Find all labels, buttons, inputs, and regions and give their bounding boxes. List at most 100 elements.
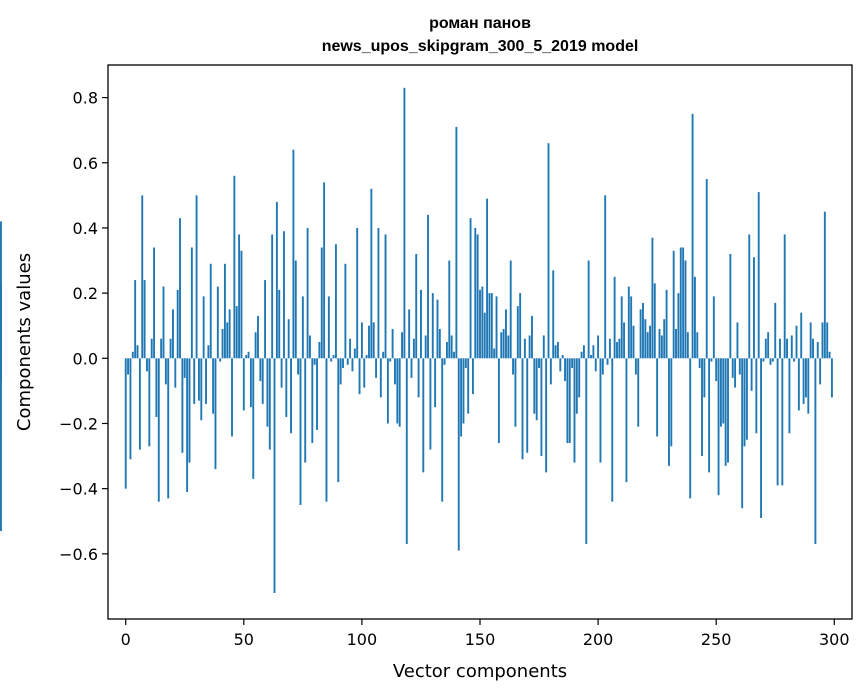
bar (755, 358, 758, 434)
bar (663, 319, 666, 359)
bar (613, 276, 616, 359)
bar (764, 338, 767, 359)
bar (429, 358, 432, 450)
bar (195, 195, 198, 359)
bar (637, 358, 640, 427)
bar (557, 342, 559, 359)
bar (741, 358, 744, 509)
x-tick-label: 50 (234, 630, 254, 649)
bar (325, 358, 328, 502)
bar (424, 335, 427, 359)
bar (450, 335, 453, 359)
y-tick-label: −0.2 (59, 414, 98, 433)
bar (542, 335, 545, 359)
bar (136, 345, 139, 359)
bar (143, 280, 146, 359)
bar (665, 289, 668, 359)
bar (828, 351, 831, 359)
bar (370, 188, 373, 359)
bar (205, 358, 207, 404)
bar (351, 358, 354, 372)
bar (368, 325, 370, 359)
bar (242, 358, 245, 411)
bar (297, 358, 300, 375)
bar (698, 358, 701, 369)
bar (252, 358, 255, 479)
bar (795, 325, 798, 359)
bar (186, 358, 189, 492)
bar (197, 358, 200, 401)
bar (679, 247, 682, 359)
bar (578, 358, 581, 398)
bar (528, 335, 531, 359)
bar (179, 218, 181, 359)
bar (153, 247, 155, 359)
bar (554, 345, 557, 359)
bar (592, 345, 595, 359)
bar (318, 342, 321, 359)
bar (656, 358, 659, 437)
bar (358, 358, 361, 395)
bar (306, 227, 309, 359)
y-tick-label: 0.8 (73, 89, 98, 108)
bar (254, 332, 257, 359)
bar (193, 358, 196, 404)
bar (668, 358, 670, 466)
bar (599, 358, 602, 463)
chart-title: роман панов (429, 15, 531, 32)
bar (299, 358, 302, 505)
bar (488, 293, 491, 359)
bar (736, 322, 739, 359)
bar (649, 325, 651, 359)
bar (760, 358, 763, 518)
bar (134, 280, 137, 359)
bar (481, 286, 484, 359)
bar (360, 322, 363, 359)
x-axis-label: Vector components (393, 661, 567, 682)
bar (356, 227, 359, 359)
bar (283, 231, 285, 359)
bar (462, 358, 465, 424)
bar (601, 358, 604, 375)
bar (375, 358, 378, 378)
bar (526, 358, 529, 453)
bar (608, 338, 611, 359)
bar (391, 328, 394, 359)
bar (490, 293, 493, 359)
bar (502, 328, 505, 359)
bar (216, 286, 219, 359)
bar (531, 315, 533, 359)
bar (398, 358, 401, 427)
bar (812, 338, 814, 359)
bar (712, 296, 715, 359)
bar (693, 276, 696, 359)
bar (701, 358, 703, 457)
bar (221, 328, 224, 359)
bar (172, 309, 174, 359)
bar (327, 296, 330, 359)
bar (264, 280, 267, 359)
bar (183, 358, 186, 378)
bar (420, 289, 422, 359)
bar (738, 358, 741, 375)
bar (734, 358, 737, 388)
bar (160, 338, 163, 359)
bar (455, 126, 458, 359)
bar (427, 214, 429, 359)
bar (686, 332, 689, 359)
bar (632, 325, 635, 359)
x-tick-label: 300 (819, 630, 850, 649)
bar (540, 358, 543, 457)
bar (275, 201, 278, 359)
bar (500, 332, 503, 359)
bar (771, 358, 774, 362)
bar (745, 358, 748, 440)
bar (710, 358, 713, 362)
bar (830, 358, 833, 398)
x-tick-label: 0 (121, 630, 131, 649)
x-tick-label: 200 (583, 630, 614, 649)
bar (630, 296, 633, 359)
bar (167, 358, 170, 499)
bar (802, 358, 805, 404)
bar (538, 358, 540, 369)
